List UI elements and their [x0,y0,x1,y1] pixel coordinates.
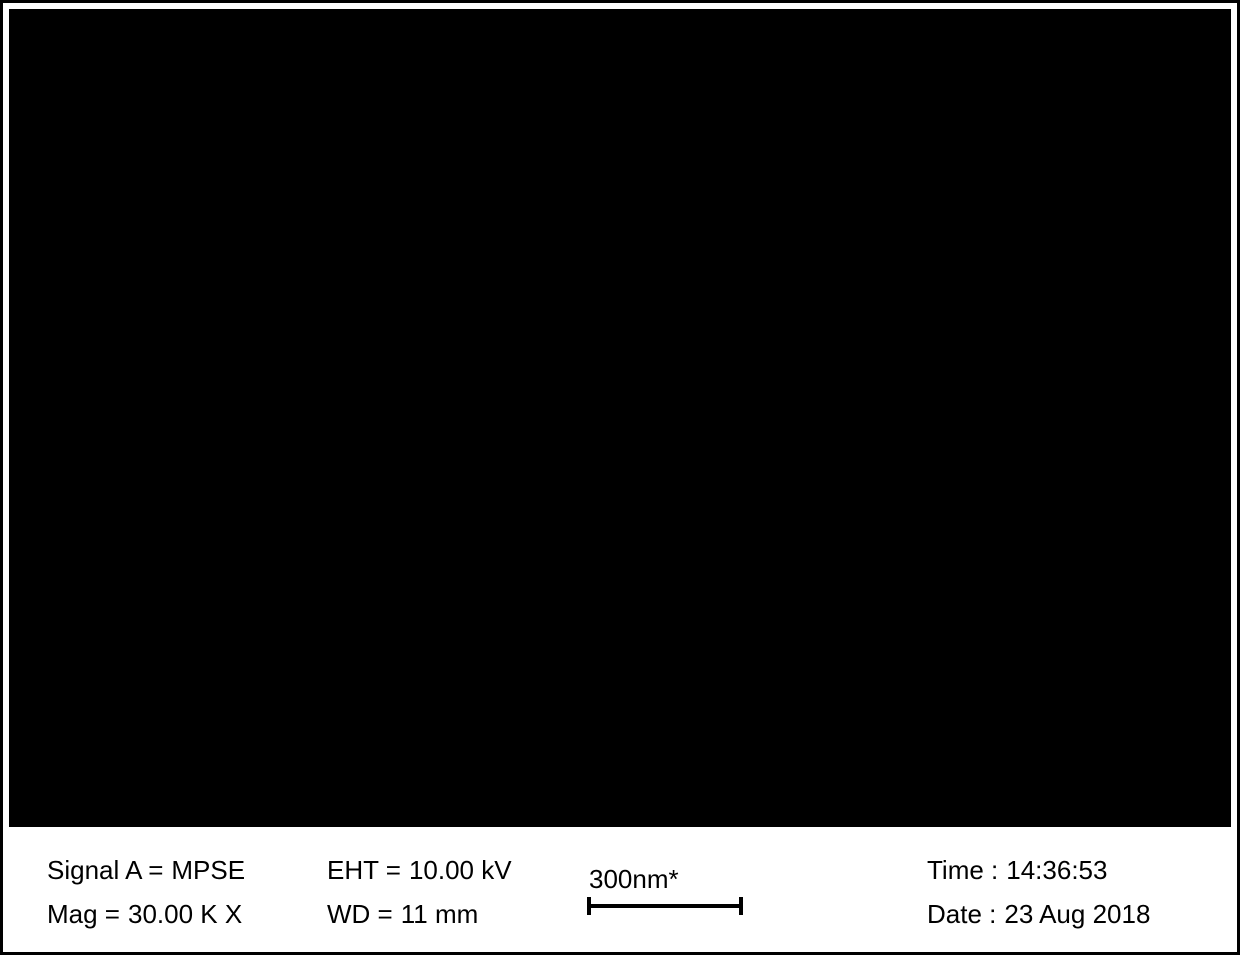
scale-bar-label: 300nm* [589,866,679,892]
sem-image-area [9,9,1231,827]
wd-row: WD = 11 mm [327,901,587,927]
time-label: Time : [927,857,998,883]
mag-value: 30.00 K X [128,901,242,927]
scale-bar-icon [587,894,747,918]
sem-micrograph-frame: Signal A = MPSE Mag = 30.00 K X EHT = 10… [0,0,1240,955]
mag-row: Mag = 30.00 K X [47,901,327,927]
signal-label: Signal A = [47,857,163,883]
info-col-signal-mag: Signal A = MPSE Mag = 30.00 K X [47,844,327,940]
date-row: Date : 23 Aug 2018 [927,901,1203,927]
time-row: Time : 14:36:53 [927,857,1203,883]
signal-value: MPSE [171,857,245,883]
scale-bar-group: 300nm* [587,866,747,918]
wd-label: WD = [327,901,393,927]
info-col-scale: 300nm* [587,844,927,940]
signal-row: Signal A = MPSE [47,857,327,883]
info-col-time-date: Time : 14:36:53 Date : 23 Aug 2018 [927,844,1203,940]
sem-info-bar: Signal A = MPSE Mag = 30.00 K X EHT = 10… [3,830,1237,952]
mag-label: Mag = [47,901,120,927]
eht-row: EHT = 10.00 kV [327,857,587,883]
wd-value: 11 mm [401,901,479,927]
date-value: 23 Aug 2018 [1004,901,1150,927]
info-col-eht-wd: EHT = 10.00 kV WD = 11 mm [327,844,587,940]
time-value: 14:36:53 [1006,857,1107,883]
date-label: Date : [927,901,996,927]
eht-label: EHT = [327,857,401,883]
eht-value: 10.00 kV [409,857,512,883]
